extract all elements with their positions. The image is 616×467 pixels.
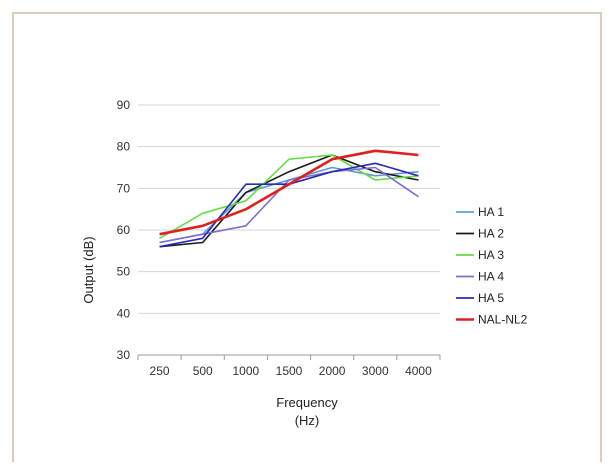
- legend-label: NAL-NL2: [478, 313, 528, 327]
- y-tick-label: 70: [117, 181, 131, 195]
- tick-labels: 30 40 50 60 70 80 90 250 500 1000 1500 2000 3000 4000: [117, 98, 432, 378]
- x-axis-label: Frequency: [276, 395, 338, 410]
- x-tick-label: 3000: [362, 364, 389, 378]
- legend: HA 1 HA 2 HA 3 HA 4 HA 5 NAL-NL2: [456, 205, 528, 327]
- legend-label: HA 5: [478, 291, 504, 305]
- y-tick-label: 90: [117, 98, 131, 112]
- x-tick-label: 250: [150, 364, 170, 378]
- series-line-ha-2: [159, 154, 419, 248]
- y-tick-label: 50: [117, 265, 131, 279]
- series-lines: [159, 149, 419, 248]
- x-axis-unit-label: (Hz): [295, 413, 320, 428]
- series-line-ha-4: [159, 166, 419, 244]
- y-tick-label: 30: [117, 348, 131, 362]
- legend-label: HA 3: [478, 248, 504, 262]
- x-tick-label: 1500: [276, 364, 303, 378]
- legend-label: HA 1: [478, 205, 504, 219]
- gridlines: [138, 104, 440, 314]
- series-line-nal-nl2: [159, 149, 419, 236]
- x-tick-label: 1000: [233, 364, 260, 378]
- chart-panel: 30 40 50 60 70 80 90 250 500 1000 1500 2000 3000 4000…: [20, 27, 594, 462]
- series-line-ha-1: [159, 166, 419, 244]
- y-tick-label: 60: [117, 223, 131, 237]
- y-tick-label: 80: [117, 140, 131, 154]
- legend-label: HA 2: [478, 227, 504, 241]
- line-chart: 30 40 50 60 70 80 90 250 500 1000 1500 2000 3000 4000…: [81, 98, 528, 428]
- legend-label: HA 4: [478, 270, 504, 284]
- x-tick-label: 2000: [319, 364, 346, 378]
- series-line-ha-3: [159, 154, 419, 239]
- y-axis-label: Output (dB): [81, 236, 96, 303]
- x-tick-label: 4000: [405, 364, 432, 378]
- y-tick-label: 40: [117, 306, 131, 320]
- axes: [137, 354, 441, 360]
- x-tick-label: 500: [193, 364, 213, 378]
